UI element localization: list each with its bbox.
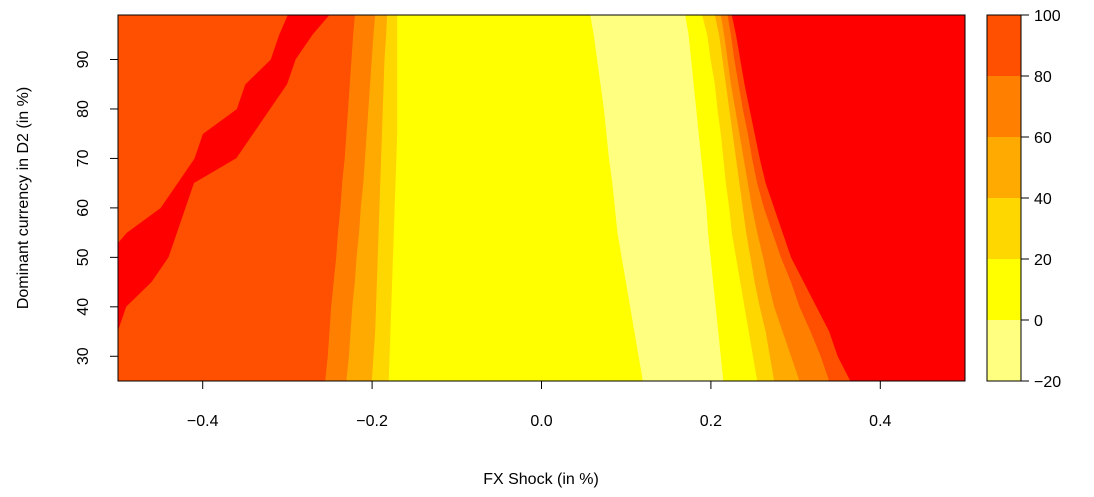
legend-swatch (987, 137, 1021, 198)
legend-tick-label: 100 (1034, 8, 1061, 25)
legend-tick-label: 80 (1034, 69, 1052, 86)
legend-swatch (987, 198, 1021, 259)
color-legend: −20 0 20 40 60 80 100 (986, 8, 1061, 391)
legend-tick-label: 40 (1034, 191, 1052, 208)
legend-tick-label: −20 (1034, 374, 1061, 391)
y-tick-label: 70 (75, 149, 92, 167)
y-axis: 30 40 50 60 70 80 90 (75, 51, 118, 365)
heatmap-cells (117, 14, 966, 382)
y-tick-label: 30 (75, 347, 92, 365)
legend-tick-label: 60 (1034, 130, 1052, 147)
y-tick-label: 40 (75, 298, 92, 316)
x-axis: −0.4 −0.2 0.0 0.2 0.4 (187, 381, 892, 430)
x-tick-label: 0.0 (530, 413, 552, 430)
legend-tick-label: 20 (1034, 252, 1052, 269)
legend-tick-label: 0 (1034, 313, 1043, 330)
x-tick-label: −0.4 (187, 413, 219, 430)
x-tick-label: 0.4 (869, 413, 891, 430)
y-tick-label: 80 (75, 100, 92, 118)
y-axis-label: Dominant currency in D2 (in %) (15, 87, 32, 309)
legend-swatch (987, 15, 1021, 76)
legend-swatch (987, 76, 1021, 137)
x-tick-label: −0.2 (356, 413, 388, 430)
y-tick-label: 90 (75, 51, 92, 69)
legend-swatch (987, 259, 1021, 320)
x-axis-label: FX Shock (in %) (483, 471, 599, 488)
x-tick-label: 0.2 (700, 413, 722, 430)
legend-swatch (987, 320, 1021, 381)
y-tick-label: 60 (75, 199, 92, 217)
y-tick-label: 50 (75, 248, 92, 266)
